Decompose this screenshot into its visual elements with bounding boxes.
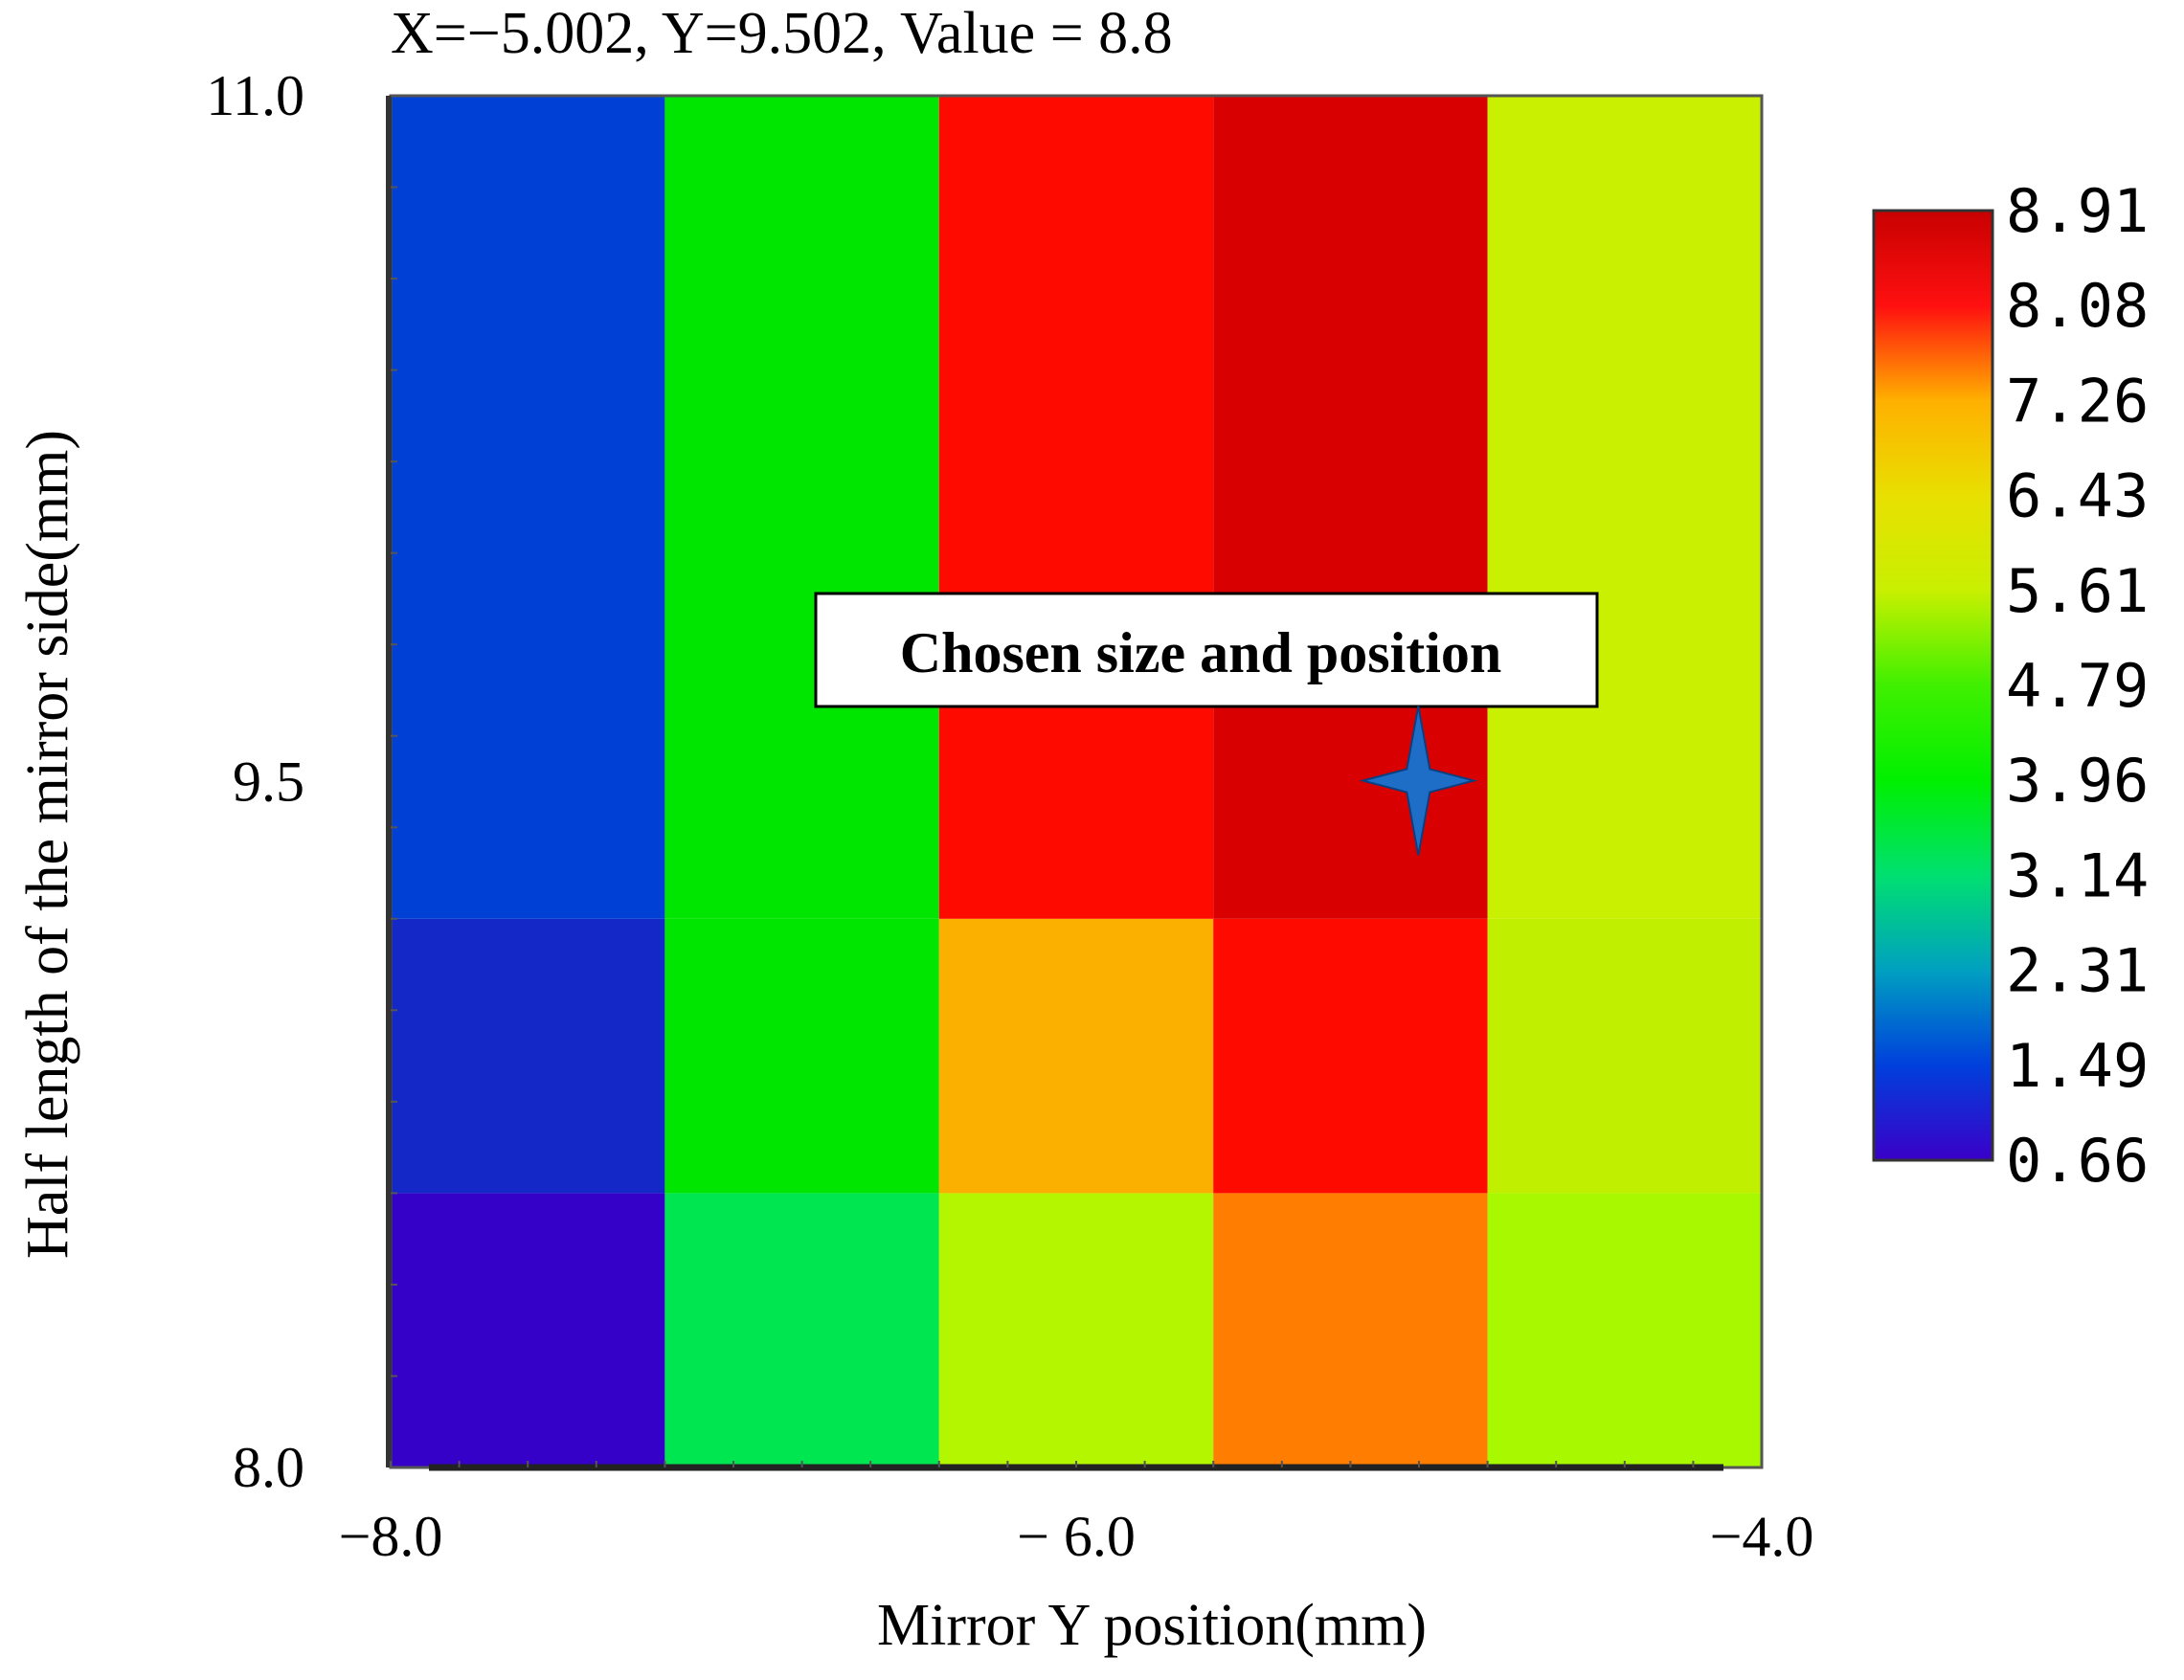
x-tick-label: −8.0: [339, 1505, 443, 1568]
cursor-readout: X=−5.002, Y=9.502, Value = 8.8: [391, 1, 1173, 66]
heatmap-cell-r1-c1: [664, 918, 939, 1194]
x-tick-labels: −8.0 − 6.0 −4.0: [339, 1505, 1814, 1568]
colorbar: [1872, 209, 1994, 1162]
colorbar-label: 2.31: [2006, 936, 2149, 1006]
y-tick-label: 9.5: [233, 750, 304, 814]
heatmap-cell-r1-c4: [1487, 918, 1762, 1194]
heatmap-cell-r2-c2: [938, 96, 1214, 919]
heatmap-cell-r1-c2: [938, 918, 1214, 1194]
colorbar-label: 3.14: [2006, 840, 2149, 910]
colorbar-label: 8.91: [2006, 176, 2149, 246]
heatmap-cell-r2-c4: [1487, 96, 1762, 919]
y-axis-title: Half length of the mirror side(mm): [15, 430, 80, 1259]
colorbar-label: 4.79: [2006, 651, 2149, 721]
annotation-label: Chosen size and position: [900, 621, 1501, 684]
x-axis-title: Mirror Y position(mm): [877, 1593, 1427, 1658]
chosen-point-star-icon: [1359, 706, 1478, 856]
heatmap-cell-r0-c0: [391, 1193, 665, 1467]
x-tick-label: −4.0: [1710, 1505, 1814, 1568]
annotation-box: [814, 592, 1599, 708]
heatmap-cells: [391, 96, 1762, 1467]
heatmap-cell-r0-c2: [938, 1193, 1214, 1467]
x-tick-label: − 6.0: [1017, 1505, 1136, 1568]
colorbar-label: 1.49: [2006, 1031, 2149, 1101]
heatmap-cell-r2-c3: [1213, 96, 1488, 919]
minor-ticks: [390, 95, 1763, 1468]
heatmap-cell-r1-c0: [391, 918, 665, 1194]
chosen-annotation: Chosen size and position: [814, 592, 1599, 708]
colorbar-labels: 8.91 8.08 7.26 6.43 5.61 4.79 3.96 3.14 2.31 1.49…: [2006, 176, 2149, 1196]
colorbar-label: 0.66: [2006, 1126, 2149, 1196]
colorbar-label: 5.61: [2006, 556, 2149, 626]
colorbar-label: 3.96: [2006, 746, 2149, 816]
y-tick-label: 8.0: [233, 1436, 304, 1499]
heatmap-cell-r0-c1: [664, 1193, 939, 1467]
heatmap-cell-r0-c4: [1487, 1193, 1762, 1467]
heatmap-cell-r2-c1: [664, 96, 939, 919]
colorbar-label: 6.43: [2006, 461, 2149, 531]
heatmap-cell-r2-c0: [391, 96, 665, 919]
y-tick-label: 11.0: [206, 64, 304, 127]
heatmap-cell-r1-c3: [1213, 918, 1488, 1194]
y-tick-labels: 11.0 9.5 8.0: [206, 64, 304, 1499]
colorbar-label: 7.26: [2006, 366, 2149, 436]
colorbar-label: 8.08: [2006, 271, 2149, 341]
heatmap-cell-r0-c3: [1213, 1193, 1488, 1467]
